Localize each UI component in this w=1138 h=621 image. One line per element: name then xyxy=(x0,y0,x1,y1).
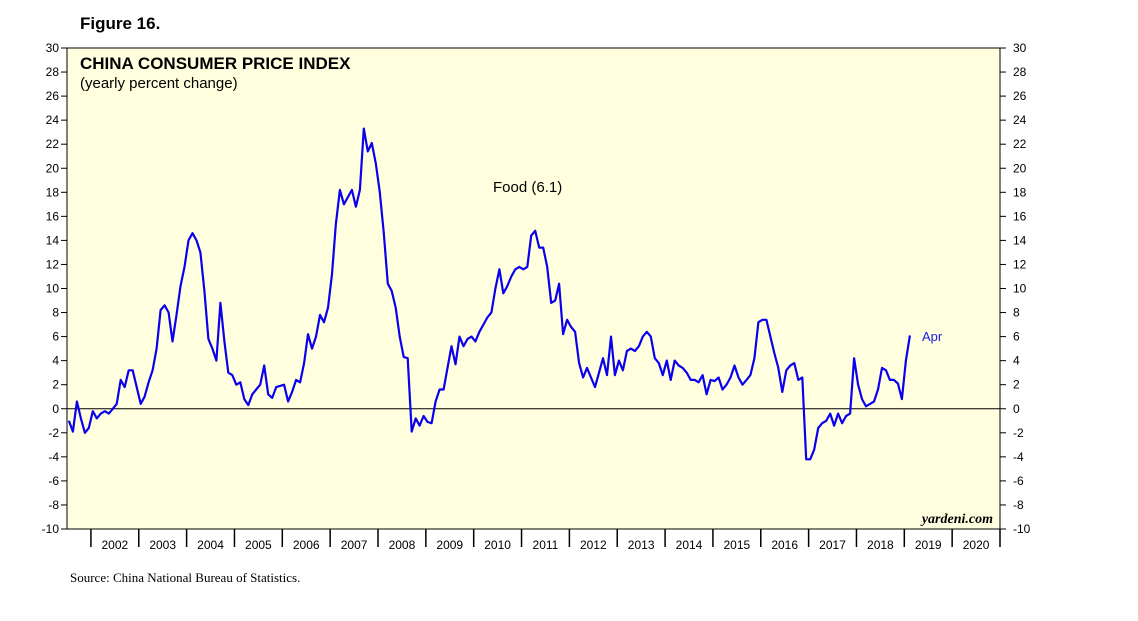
y-tick-label-left: 22 xyxy=(46,137,60,151)
y-tick-label-right: 6 xyxy=(1013,330,1020,344)
y-tick-label-right: 16 xyxy=(1013,209,1027,223)
y-tick-label-right: -8 xyxy=(1013,498,1024,512)
x-tick-label: 2012 xyxy=(580,538,607,552)
y-tick-label-left: 18 xyxy=(46,185,60,199)
x-tick-label: 2003 xyxy=(149,538,176,552)
plot-area xyxy=(66,47,1001,530)
x-tick-label: 2008 xyxy=(389,538,416,552)
y-tick-label-right: -4 xyxy=(1013,450,1024,464)
y-tick-label-left: 24 xyxy=(46,113,60,127)
y-tick-label-left: 8 xyxy=(52,306,59,320)
y-tick-label-left: 20 xyxy=(46,161,60,175)
x-tick-label: 2020 xyxy=(963,538,990,552)
y-tick-label-left: -4 xyxy=(48,450,59,464)
end-label: Apr xyxy=(922,329,943,344)
x-tick-label: 2002 xyxy=(101,538,128,552)
chart-subtitle: (yearly percent change) xyxy=(80,75,238,92)
y-tick-label-right: 30 xyxy=(1013,41,1027,55)
y-tick-label-right: 4 xyxy=(1013,354,1020,368)
y-tick-label-right: -10 xyxy=(1013,522,1031,536)
x-tick-label: 2006 xyxy=(293,538,320,552)
watermark: yardeni.com xyxy=(920,512,993,527)
y-tick-label-left: 0 xyxy=(52,402,59,416)
y-tick-label-right: 0 xyxy=(1013,402,1020,416)
x-tick-label: 2011 xyxy=(533,538,559,552)
y-tick-label-left: 28 xyxy=(46,65,60,79)
x-tick-label: 2016 xyxy=(771,538,798,552)
y-tick-label-right: -6 xyxy=(1013,474,1024,488)
y-tick-label-left: -2 xyxy=(48,426,59,440)
y-tick-label-left: 2 xyxy=(52,378,59,392)
y-tick-label-right: 28 xyxy=(1013,65,1027,79)
y-tick-label-right: 26 xyxy=(1013,89,1027,103)
y-tick-label-right: 12 xyxy=(1013,257,1027,271)
x-tick-label: 2014 xyxy=(676,538,703,552)
y-tick-label-left: 16 xyxy=(46,209,60,223)
y-tick-label-right: 8 xyxy=(1013,306,1020,320)
y-tick-label-right: 18 xyxy=(1013,185,1027,199)
y-tick-label-left: 4 xyxy=(52,354,59,368)
y-tick-label-right: 20 xyxy=(1013,161,1027,175)
y-tick-label-left: -6 xyxy=(48,474,59,488)
figure-label: Figure 16. xyxy=(80,14,161,33)
y-tick-label-left: -10 xyxy=(42,522,60,536)
series-line-food xyxy=(67,127,911,461)
x-tick-label: 2018 xyxy=(867,538,894,552)
x-tick-label: 2009 xyxy=(436,538,463,552)
x-tick-label: 2004 xyxy=(197,538,224,552)
y-tick-label-right: 24 xyxy=(1013,113,1027,127)
y-tick-label-left: 10 xyxy=(46,282,60,296)
x-axis: 2002 2003 2004 2005 2006 2007 2008 2009 2010 2011… xyxy=(90,529,1001,552)
x-tick-label: 2005 xyxy=(245,538,272,552)
x-tick-label: 2007 xyxy=(341,538,368,552)
y-tick-label-right: -2 xyxy=(1013,426,1024,440)
x-tick-label: 2019 xyxy=(915,538,942,552)
y-tick-label-left: 14 xyxy=(46,233,60,247)
y-tick-label-left: 30 xyxy=(46,41,60,55)
y-tick-label-left: 12 xyxy=(46,257,60,271)
y-tick-label-right: 14 xyxy=(1013,233,1027,247)
x-tick-label: 2015 xyxy=(723,538,750,552)
source-note: Source: China National Bureau of Statist… xyxy=(70,570,301,585)
x-tick-label: 2017 xyxy=(819,538,846,552)
y-tick-label-left: 26 xyxy=(46,89,60,103)
x-tick-label: 2013 xyxy=(628,538,655,552)
series-label: Food (6.1) xyxy=(493,179,562,196)
x-tick-label: 2010 xyxy=(484,538,511,552)
y-tick-label-left: -8 xyxy=(48,498,59,512)
y-tick-label-right: 2 xyxy=(1013,378,1020,392)
y-tick-label-right: 22 xyxy=(1013,137,1027,151)
y-tick-label-left: 6 xyxy=(52,330,59,344)
y-tick-label-right: 10 xyxy=(1013,282,1027,296)
chart-title: CHINA CONSUMER PRICE INDEX xyxy=(80,54,351,73)
